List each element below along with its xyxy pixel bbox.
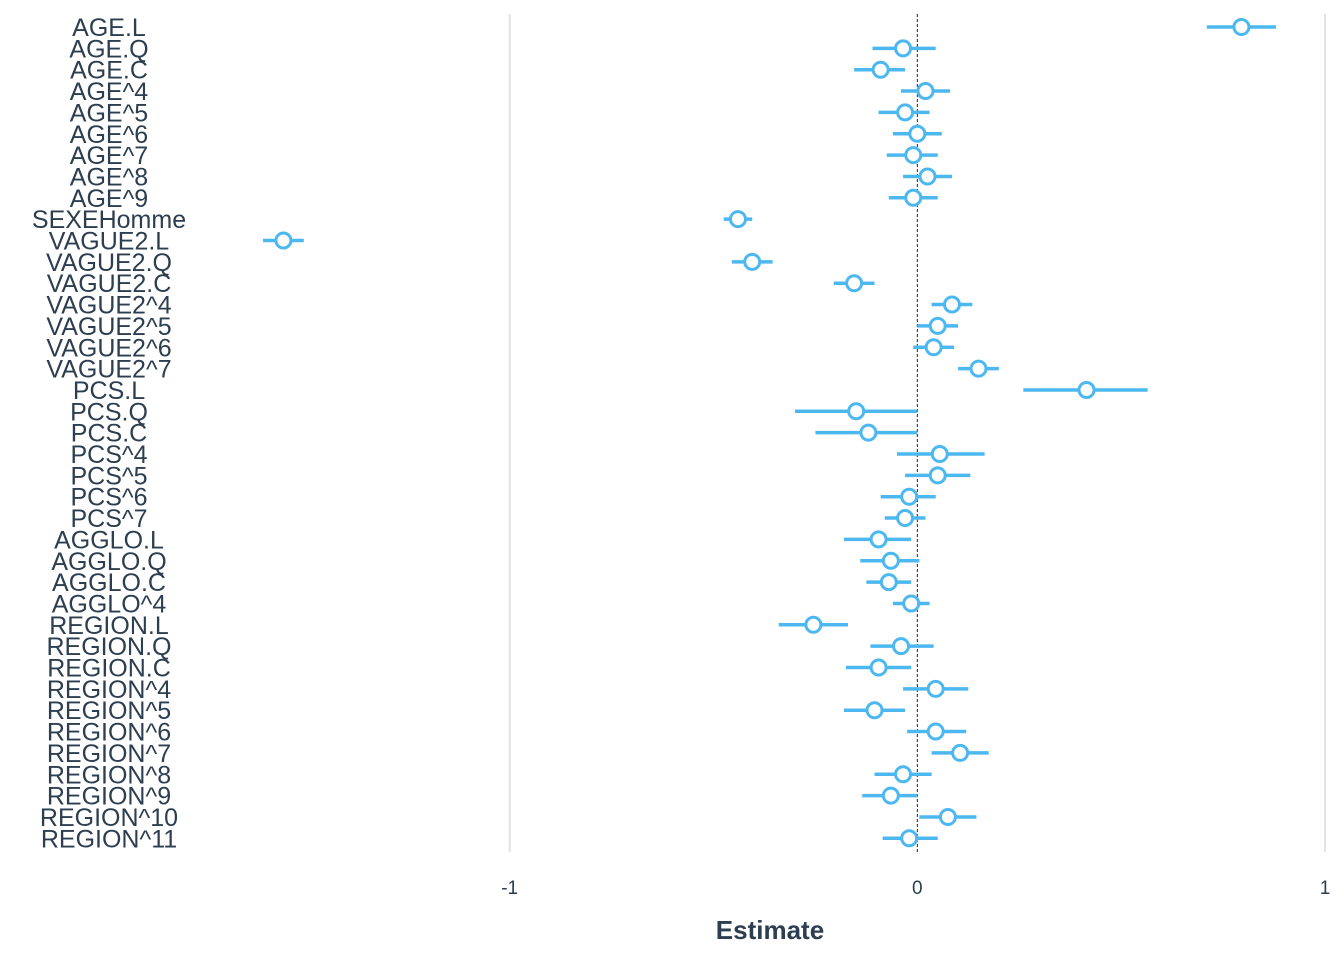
term-label: REGION.C — [47, 655, 171, 683]
estimate-point — [879, 573, 898, 592]
estimate-point — [1232, 18, 1251, 36]
term-label: AGE^8 — [70, 163, 148, 191]
term-label: PCS^6 — [70, 484, 147, 512]
term-label: VAGUE2.L — [49, 228, 170, 256]
estimate-point — [743, 252, 762, 271]
x-axis-title: Estimate — [716, 915, 824, 945]
estimate-point — [894, 39, 913, 58]
term-label: AGE^4 — [70, 78, 149, 106]
term-label: REGION^8 — [47, 761, 171, 789]
estimate-point — [845, 274, 864, 293]
estimate-point — [924, 338, 943, 357]
estimate-point — [896, 509, 915, 528]
term-label: PCS.Q — [70, 398, 148, 426]
estimate-point — [894, 765, 913, 784]
estimate-point — [926, 722, 945, 741]
term-label: PCS.L — [73, 377, 145, 405]
estimate-point — [926, 679, 945, 698]
term-label: REGION^11 — [41, 825, 177, 853]
term-label: AGE.L — [72, 14, 146, 42]
estimate-point — [1077, 380, 1096, 399]
grid-lines — [508, 14, 1326, 852]
estimate-point — [916, 82, 935, 101]
term-label: AGE.Q — [69, 35, 148, 63]
term-label: REGION^4 — [47, 676, 171, 704]
estimate-point — [900, 829, 919, 848]
term-label: REGION^5 — [47, 697, 171, 725]
estimate-point — [274, 231, 293, 250]
estimate-point — [869, 530, 888, 549]
estimate-point — [871, 60, 890, 79]
x-axis-ticks: -1 0 1 — [501, 878, 1330, 899]
term-label: AGGLO^4 — [52, 590, 167, 618]
term-label: REGION^6 — [47, 719, 171, 747]
term-label: AGE^7 — [70, 142, 148, 170]
term-label: PCS.C — [71, 420, 147, 448]
estimate-point — [908, 124, 927, 143]
term-label: AGE^6 — [70, 121, 148, 149]
estimate-point — [865, 701, 884, 720]
term-label: VAGUE2.Q — [46, 249, 172, 277]
x-tick-label: 1 — [1320, 878, 1331, 899]
term-label: PCS^4 — [70, 441, 147, 469]
term-label: VAGUE2^6 — [46, 334, 171, 362]
term-label: PCS^5 — [70, 462, 147, 490]
term-label: AGGLO.Q — [51, 548, 166, 576]
estimate-point — [896, 103, 915, 122]
term-label: REGION^7 — [47, 740, 171, 768]
coefficient-marks — [263, 18, 1277, 848]
term-label: REGION.Q — [46, 633, 171, 661]
estimate-point — [902, 594, 921, 613]
estimate-point — [930, 445, 949, 463]
term-labels: AGE.LAGE.QAGE.CAGE^4AGE^5AGE^6AGE^7AGE^8… — [32, 14, 186, 853]
estimate-point — [918, 167, 937, 186]
x-tick-label: -1 — [501, 878, 518, 899]
estimate-point — [900, 487, 919, 506]
term-label: REGION^10 — [40, 804, 178, 832]
estimate-point — [969, 359, 988, 378]
estimate-point — [942, 295, 961, 314]
estimate-point — [869, 658, 888, 677]
term-label: REGION.L — [49, 612, 169, 640]
estimate-point — [892, 637, 911, 656]
x-tick-label: 0 — [912, 878, 923, 899]
estimate-point — [804, 615, 823, 634]
estimate-point — [938, 807, 957, 826]
estimate-point — [728, 210, 747, 229]
term-label: VAGUE2.C — [47, 270, 172, 298]
term-label: AGE^5 — [70, 99, 148, 127]
term-label: VAGUE2^7 — [46, 356, 171, 384]
estimate-point — [881, 551, 900, 570]
term-label: AGE.C — [70, 57, 148, 85]
term-label: AGE^9 — [70, 185, 148, 213]
term-label: VAGUE2^5 — [46, 313, 171, 341]
estimate-point — [847, 402, 866, 421]
term-label: REGION^9 — [47, 783, 171, 811]
estimate-point — [881, 786, 900, 805]
estimate-point — [904, 188, 923, 207]
term-label: AGGLO.L — [54, 526, 164, 554]
term-label: VAGUE2^4 — [46, 292, 171, 320]
estimate-point — [928, 316, 947, 335]
term-label: AGGLO.C — [52, 569, 166, 597]
term-label: PCS^7 — [70, 505, 147, 533]
estimate-point — [951, 743, 970, 762]
estimate-point — [928, 466, 947, 485]
estimate-point — [859, 423, 878, 442]
term-label: SEXEHomme — [32, 206, 186, 234]
estimate-point — [904, 146, 923, 165]
